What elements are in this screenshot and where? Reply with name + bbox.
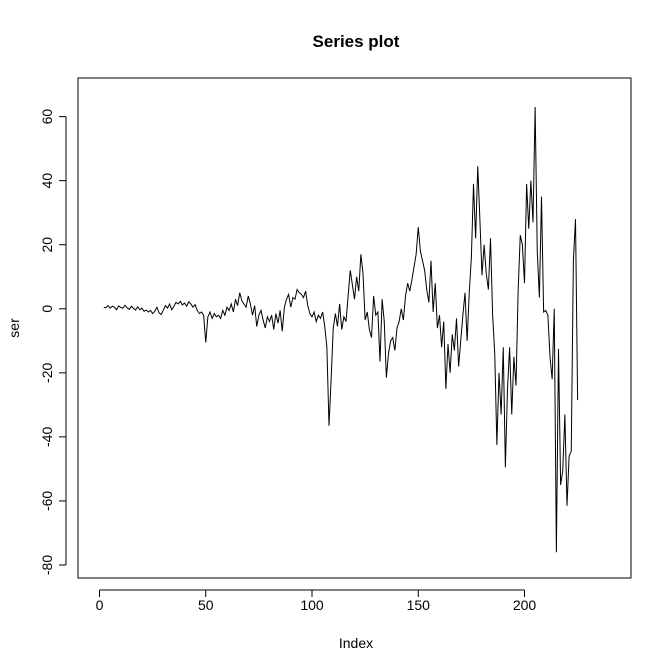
y-tick-label: 0 <box>39 305 55 313</box>
x-tick-label: 150 <box>407 597 431 613</box>
y-tick-label: -40 <box>39 427 55 447</box>
y-tick-label: -60 <box>39 491 55 511</box>
y-tick-label: -20 <box>39 363 55 383</box>
y-axis: -80 -60 -40 -20 0 20 40 60 <box>39 109 67 575</box>
x-tick-label: 50 <box>198 597 214 613</box>
y-tick-label: -80 <box>39 555 55 575</box>
x-tick-label: 100 <box>300 597 324 613</box>
x-tick-label: 0 <box>96 597 104 613</box>
x-axis-label: Index <box>339 635 373 651</box>
plot-frame <box>77 77 632 579</box>
y-axis-label: ser <box>6 318 22 338</box>
y-tick-label: 20 <box>39 237 55 253</box>
y-tick-label: 40 <box>39 173 55 189</box>
x-tick-label: 200 <box>513 597 537 613</box>
chart-title: Series plot <box>313 32 400 51</box>
y-tick-label: 60 <box>39 109 55 125</box>
x-axis: 0 50 100 150 200 <box>96 589 537 613</box>
series-line <box>103 107 579 553</box>
